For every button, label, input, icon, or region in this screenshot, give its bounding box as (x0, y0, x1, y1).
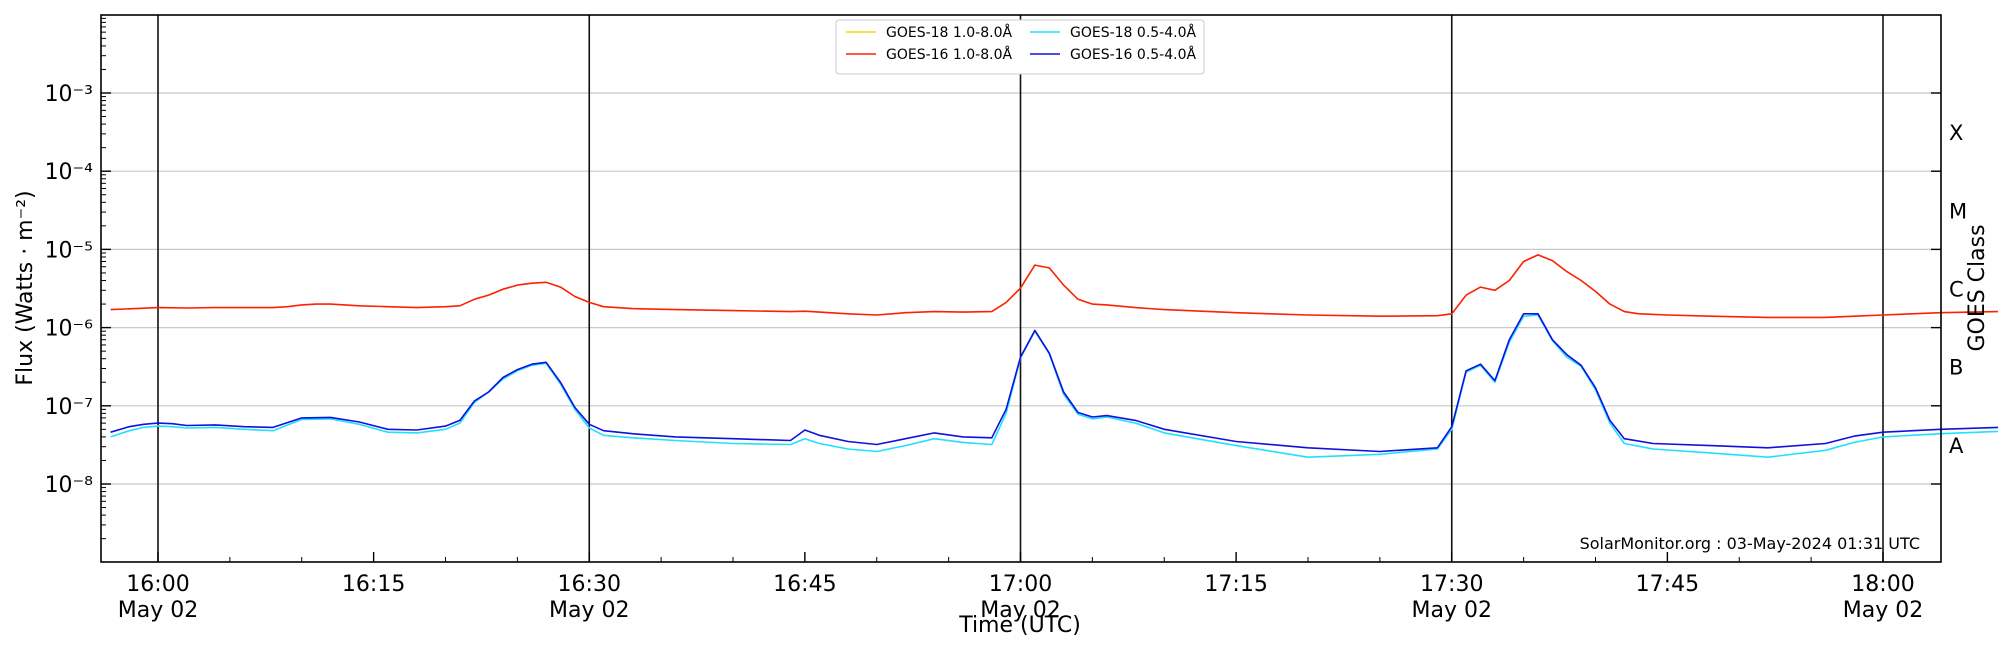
x-tick-label: 17:30 (1420, 572, 1483, 597)
x-tick-label: 16:30 (558, 572, 621, 597)
y-tick-label: 10⁻⁶ (45, 317, 94, 342)
x-axis-title: Time (UTC) (958, 613, 1081, 638)
series-line-1 (110, 254, 1999, 319)
series-line-3 (110, 312, 1999, 453)
y-tick-label: 10⁻⁷ (45, 395, 93, 420)
x-tick-date-label: May 02 (1843, 598, 1923, 623)
y-tick-label: 10⁻⁵ (45, 238, 93, 263)
legend: GOES-18 1.0-8.0Å GOES-16 1.0-8.0Å GOES-18 … (835, 19, 1205, 75)
x-tick-date-label: May 02 (549, 598, 629, 623)
y-tick-label: 10⁻⁸ (45, 473, 94, 498)
series-line-2 (110, 314, 1999, 459)
x-tick-label: 16:00 (126, 572, 189, 597)
x-tick-label: 17:15 (1204, 572, 1267, 597)
legend-entry-label: GOES-16 0.5-4.0Å (1070, 46, 1196, 63)
y2-axis-title: GOES Class (1965, 224, 1990, 351)
x-tick-label: 17:45 (1636, 572, 1699, 597)
watermark-text: SolarMonitor.org : 03-May-2024 01:31 UTC (1580, 534, 1920, 553)
goes-class-label-c: C (1949, 278, 1964, 302)
legend-box (835, 19, 1205, 75)
goes-class-label-x: X (1949, 121, 1963, 145)
legend-entry-label: GOES-16 1.0-8.0Å (886, 46, 1012, 63)
x-tick-label: 18:00 (1851, 572, 1914, 597)
x-tick-date-label: May 02 (1412, 598, 1492, 623)
x-tick-label: 17:00 (989, 572, 1052, 597)
legend-entry-label: GOES-18 0.5-4.0Å (1070, 24, 1196, 41)
series-layer (110, 254, 1999, 459)
goes-class-label-b: B (1949, 356, 1963, 380)
x-tick-label: 16:15 (342, 572, 405, 597)
x-tick-date-label: May 02 (980, 598, 1060, 623)
y-axis-title: Flux (Watts · m⁻²) (13, 190, 38, 385)
x-tick-label: 16:45 (773, 572, 836, 597)
y-tick-label: 10⁻³ (45, 82, 93, 107)
goes-class-label-m: M (1949, 199, 1967, 223)
y-tick-label: 10⁻⁴ (45, 160, 94, 185)
x-tick-date-label: May 02 (118, 598, 198, 623)
legend-entry-label: GOES-18 1.0-8.0Å (886, 24, 1012, 41)
goes-class-label-a: A (1949, 434, 1964, 458)
